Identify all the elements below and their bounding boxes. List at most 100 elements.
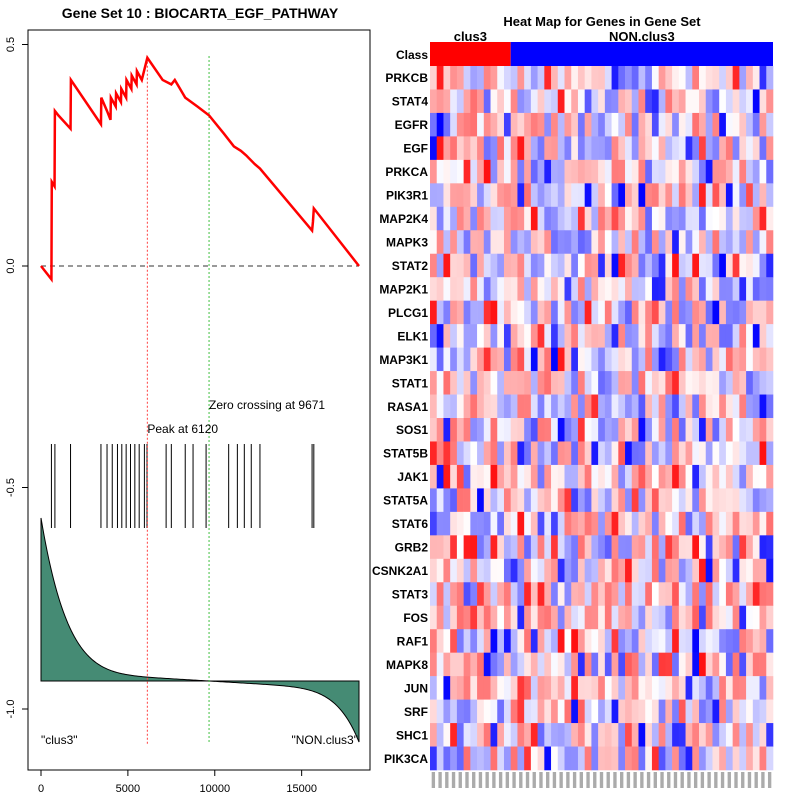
heatmap-cell: [759, 159, 767, 184]
heatmap-cell: [551, 464, 559, 489]
heatmap-cell: [719, 464, 727, 489]
heatmap-cell: [598, 723, 606, 747]
heatmap-cell: [692, 66, 700, 90]
heatmap-cell: [618, 300, 626, 325]
sample-label: [667, 772, 671, 788]
heatmap-cell: [631, 347, 639, 372]
heatmap-cell: [685, 253, 693, 278]
heatmap-cell: [456, 558, 464, 583]
heatmap-cell: [436, 112, 444, 137]
heatmap-cell: [739, 488, 747, 513]
heatmap-cell: [638, 136, 646, 161]
heatmap-cell: [524, 488, 532, 513]
heatmap-cell: [483, 89, 491, 114]
sample-label: [579, 772, 583, 788]
heatmap-cell: [477, 206, 485, 231]
heatmap-cell: [625, 535, 633, 560]
heatmap-cell: [584, 300, 592, 325]
heatmap-cell: [665, 676, 673, 700]
heatmap-cell: [719, 511, 727, 536]
heatmap-cell: [477, 699, 485, 724]
heatmap-cell: [530, 535, 538, 560]
heatmap-cell: [638, 535, 646, 560]
heatmap-cell: [752, 441, 760, 466]
heatmap-cell: [544, 441, 552, 466]
heatmap-cell: [537, 136, 545, 161]
heatmap-cell: [665, 183, 673, 208]
heatmap-cell: [638, 277, 646, 301]
heatmap-cell: [618, 253, 626, 278]
heatmap-cell: [625, 66, 633, 90]
heatmap-cell: [725, 277, 733, 301]
heatmap-cell: [719, 112, 727, 137]
heatmap-cell: [752, 629, 760, 653]
heatmap-cell: [746, 676, 754, 700]
heatmap-cell: [645, 394, 653, 419]
heatmap-cell: [477, 371, 485, 395]
heatmap-cell: [638, 300, 646, 325]
heatmap-cell: [604, 89, 612, 114]
heatmap-cell: [436, 629, 444, 653]
heatmap-cell: [746, 441, 754, 466]
heatmap-cell: [551, 112, 559, 137]
heatmap-cell: [430, 66, 438, 90]
heatmap-cell: [759, 629, 767, 653]
heatmap-cell: [725, 371, 733, 395]
heatmap-cell: [685, 723, 693, 747]
heatmap-cell: [625, 676, 633, 700]
heatmap-cell: [497, 206, 505, 231]
heatmap-cell: [510, 652, 518, 677]
heatmap-cell: [557, 629, 565, 653]
heatmap-cell: [719, 699, 727, 724]
heatmap-cell: [598, 89, 606, 114]
heatmap-cell: [430, 582, 438, 607]
heatmap-cell: [712, 699, 720, 724]
heatmap-cell: [712, 394, 720, 419]
heatmap-cell: [517, 676, 525, 700]
heatmap-cell: [692, 535, 700, 560]
heatmap-cell: [544, 723, 552, 747]
heatmap-cell: [752, 394, 760, 419]
heatmap-cell: [625, 418, 633, 442]
heatmap-cell: [672, 347, 680, 372]
heatmap-cell: [577, 277, 585, 301]
gene-label: JAK1: [397, 470, 428, 484]
gene-label: STAT6: [392, 517, 429, 531]
heatmap-cell: [631, 558, 639, 583]
heatmap-cell: [557, 535, 565, 560]
heatmap-cell: [665, 277, 673, 301]
heatmap-cell: [746, 652, 754, 677]
heatmap-cell: [725, 112, 733, 137]
heatmap-cell: [651, 253, 659, 278]
heatmap-cell: [497, 230, 505, 255]
heatmap-cell: [725, 464, 733, 489]
heatmap-cell: [463, 183, 471, 208]
heatmap-cell: [672, 112, 680, 137]
heatmap-cell: [551, 66, 559, 90]
heatmap-cell: [571, 699, 579, 724]
heatmap-cell: [443, 511, 451, 536]
heatmap-cell: [577, 605, 585, 630]
heatmap-cell: [645, 699, 653, 724]
heatmap-cell: [685, 652, 693, 677]
heatmap-cell: [678, 441, 686, 466]
heatmap-cell: [537, 652, 545, 677]
heatmap-cell: [625, 136, 633, 161]
heatmap-cell: [517, 112, 525, 137]
heatmap-cell: [544, 159, 552, 184]
heatmap-cell: [638, 629, 646, 653]
heatmap-cell: [443, 418, 451, 442]
sample-label: [727, 772, 731, 788]
sample-label: [532, 772, 536, 788]
heatmap-cell: [564, 464, 572, 489]
heatmap-cell: [631, 183, 639, 208]
heatmap-cell: [631, 89, 639, 114]
heatmap-cell: [517, 558, 525, 583]
heatmap-cell: [739, 183, 747, 208]
heatmap-cell: [430, 347, 438, 372]
heatmap-cell: [436, 699, 444, 724]
heatmap-cell: [732, 558, 740, 583]
heatmap-cell: [712, 582, 720, 607]
heatmap-cell: [430, 699, 438, 724]
heatmap-cell: [591, 464, 599, 489]
